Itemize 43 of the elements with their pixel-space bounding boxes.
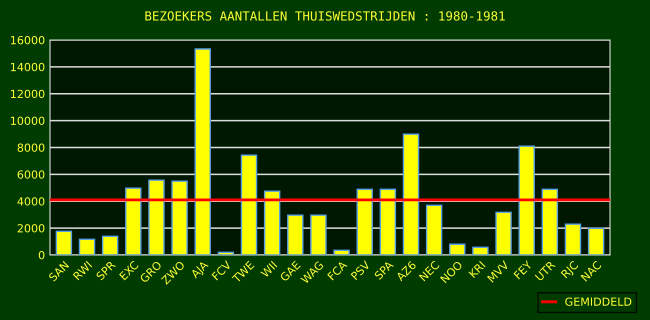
y-tick-label: 4000 (17, 197, 44, 206)
bar (588, 228, 604, 255)
x-tick-label: FCA (327, 260, 348, 281)
x-tick-label: RJC (560, 260, 580, 280)
y-tick-label: 2000 (18, 224, 44, 233)
y-tick-label: 8000 (18, 143, 44, 152)
chart-title: BEZOEKERS AANTALLEN THUISWEDSTRIJDEN : 1980-1981 (145, 11, 505, 21)
bar (194, 48, 211, 255)
legend-label: GEMIDDELD (565, 297, 632, 306)
bar (125, 188, 142, 255)
bar (56, 230, 72, 255)
x-tick-label: SPA (374, 260, 394, 280)
y-tick-label: 16000 (11, 36, 44, 44)
y-tick-label: 0 (38, 250, 44, 260)
bar (356, 188, 373, 255)
x-tick-label: KRI (468, 260, 486, 278)
bar (495, 212, 512, 255)
y-tick-label: 12000 (11, 90, 44, 98)
bar (218, 252, 234, 255)
bar (78, 238, 96, 255)
bar (287, 214, 304, 255)
bar (240, 154, 258, 255)
bar (518, 145, 535, 255)
bar (472, 246, 489, 255)
bar (171, 180, 188, 255)
bar (402, 134, 420, 255)
y-tick-label: 14000 (11, 62, 44, 72)
x-tick-label: AJA (190, 260, 210, 280)
x-tick-label: SPR (96, 260, 116, 281)
y-tick-label: 6000 (18, 170, 44, 179)
bar (310, 214, 327, 255)
bar (264, 190, 280, 255)
bar (449, 244, 466, 255)
bar (542, 188, 558, 255)
y-tick-label: 10000 (11, 116, 44, 126)
x-tick-label: WII (260, 260, 278, 278)
bar (333, 250, 350, 255)
bar (102, 236, 118, 255)
x-tick-label: UTR (534, 260, 556, 282)
bar (564, 224, 582, 255)
bar (148, 179, 165, 255)
bar (380, 188, 396, 255)
bar (426, 204, 442, 255)
